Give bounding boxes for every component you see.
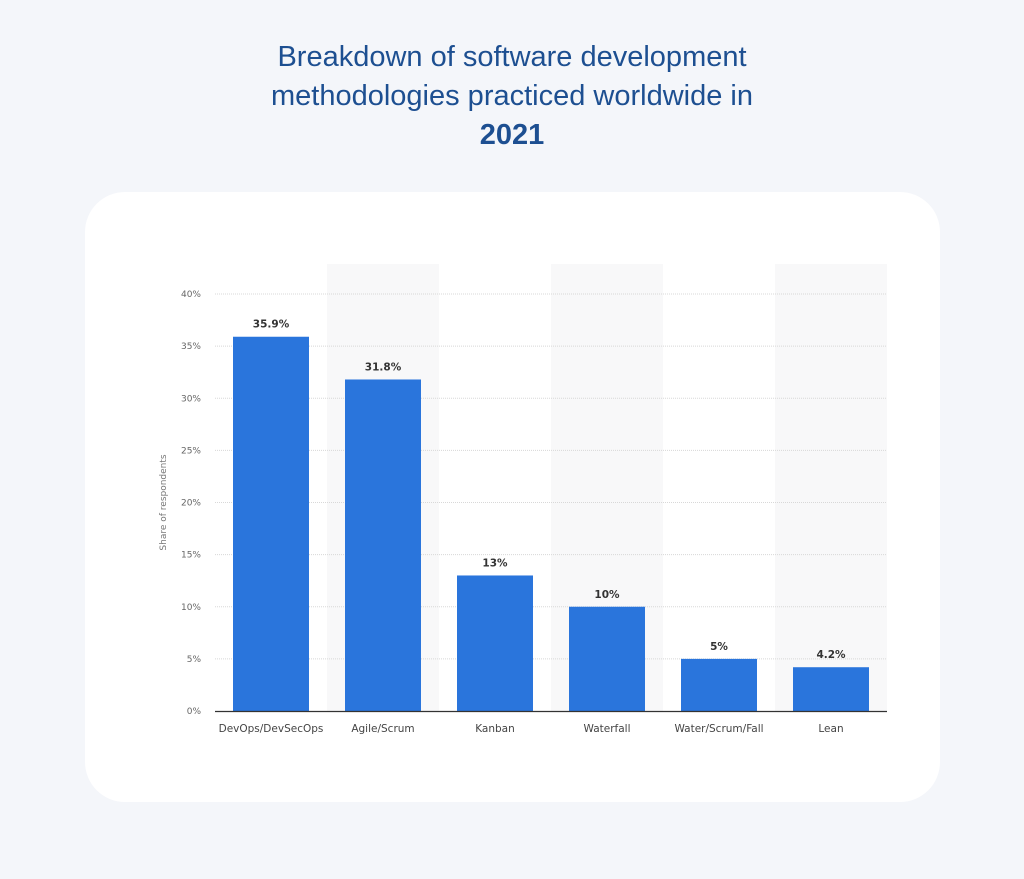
page-title: Breakdown of software development method… [0,38,1024,155]
y-tick-label: 20% [181,499,201,509]
y-tick-label: 30% [181,394,201,404]
data-label: 10% [594,589,620,601]
data-label: 35.9% [253,319,290,331]
bar [793,667,869,711]
y-tick-label: 10% [181,603,201,613]
y-tick-label: 40% [181,290,201,300]
y-tick-label: 5% [187,655,202,665]
x-tick-label: Water/Scrum/Fall [674,723,763,735]
x-tick-label: Agile/Scrum [351,723,414,735]
data-label: 13% [482,557,508,569]
bar [457,575,533,711]
y-tick-label: 15% [181,551,201,561]
y-axis-label: Share of respondents [159,454,169,551]
title-line-1: Breakdown of software development [277,41,747,73]
data-label: 31.8% [365,361,402,373]
bar [233,336,309,711]
data-label: 5% [710,641,728,653]
x-tick-label: Lean [818,723,843,735]
title-year: 2021 [479,119,545,151]
bar [569,606,645,711]
x-tick-label: Kanban [475,723,515,735]
bar [681,658,757,711]
x-tick-label: DevOps/DevSecOps [219,723,324,735]
y-tick-label: 25% [181,446,201,456]
title-line-2: methodologies practiced worldwide in [271,80,753,112]
data-label: 4.2% [816,649,846,661]
column-band [775,264,887,711]
x-tick-label: Waterfall [583,723,630,735]
y-tick-label: 35% [181,342,201,352]
bar [345,379,421,711]
y-tick-label: 0% [187,707,202,717]
